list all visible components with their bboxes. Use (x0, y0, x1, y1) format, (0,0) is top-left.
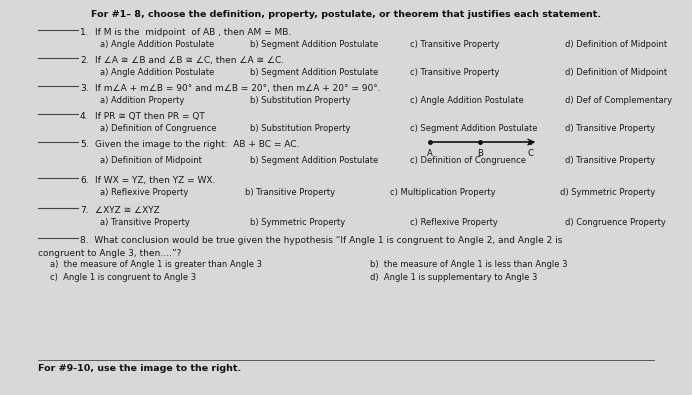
Text: d) Symmetric Property: d) Symmetric Property (560, 188, 655, 197)
Text: For #1– 8, choose the definition, property, postulate, or theorem that justifies: For #1– 8, choose the definition, proper… (91, 10, 601, 19)
Text: a) Definition of Midpoint: a) Definition of Midpoint (100, 156, 202, 165)
Text: c) Definition of Congruence: c) Definition of Congruence (410, 156, 526, 165)
Text: b) Transitive Property: b) Transitive Property (245, 188, 335, 197)
Text: 7.: 7. (80, 206, 89, 215)
Text: b)  the measure of Angle 1 is less than Angle 3: b) the measure of Angle 1 is less than A… (370, 260, 567, 269)
Text: c) Segment Addition Postulate: c) Segment Addition Postulate (410, 124, 538, 133)
Text: c) Transitive Property: c) Transitive Property (410, 40, 500, 49)
Text: ∠XYZ ≅ ∠XYZ: ∠XYZ ≅ ∠XYZ (95, 206, 160, 215)
Text: a) Addition Property: a) Addition Property (100, 96, 184, 105)
Text: If WX = YZ, then YZ = WX.: If WX = YZ, then YZ = WX. (95, 176, 215, 185)
Text: If m∠A + m∠B = 90° and m∠B = 20°, then m∠A + 20° = 90°.: If m∠A + m∠B = 90° and m∠B = 20°, then m… (95, 84, 381, 93)
Text: d) Transitive Property: d) Transitive Property (565, 156, 655, 165)
Text: c) Angle Addition Postulate: c) Angle Addition Postulate (410, 96, 524, 105)
Text: b) Segment Addition Postulate: b) Segment Addition Postulate (250, 40, 379, 49)
Text: a)  the measure of Angle 1 is greater than Angle 3: a) the measure of Angle 1 is greater tha… (50, 260, 262, 269)
Text: a) Reflexive Property: a) Reflexive Property (100, 188, 188, 197)
Text: d)  Angle 1 is supplementary to Angle 3: d) Angle 1 is supplementary to Angle 3 (370, 273, 538, 282)
Text: d) Transitive Property: d) Transitive Property (565, 124, 655, 133)
Text: 1.: 1. (80, 28, 89, 37)
Text: 2.: 2. (80, 56, 89, 65)
Text: 6.: 6. (80, 176, 89, 185)
Text: a) Transitive Property: a) Transitive Property (100, 218, 190, 227)
Text: b) Substitution Property: b) Substitution Property (250, 96, 351, 105)
Text: d) Definition of Midpoint: d) Definition of Midpoint (565, 68, 667, 77)
Text: d) Definition of Midpoint: d) Definition of Midpoint (565, 40, 667, 49)
Text: For #9-10, use the image to the right.: For #9-10, use the image to the right. (38, 364, 242, 373)
Text: C: C (527, 149, 533, 158)
Text: b) Symmetric Property: b) Symmetric Property (250, 218, 345, 227)
Text: a) Angle Addition Postulate: a) Angle Addition Postulate (100, 40, 215, 49)
Text: c) Transitive Property: c) Transitive Property (410, 68, 500, 77)
Text: c)  Angle 1 is congruent to Angle 3: c) Angle 1 is congruent to Angle 3 (50, 273, 196, 282)
Text: If M is the  midpoint  of AB , then AM = MB.: If M is the midpoint of AB , then AM = M… (95, 28, 291, 37)
Text: 8.  What conclusion would be true given the hypothesis “If Angle 1 is congruent : 8. What conclusion would be true given t… (80, 236, 563, 245)
Text: 5.: 5. (80, 140, 89, 149)
Text: b) Segment Addition Postulate: b) Segment Addition Postulate (250, 68, 379, 77)
Text: a) Definition of Congruence: a) Definition of Congruence (100, 124, 217, 133)
Text: b) Segment Addition Postulate: b) Segment Addition Postulate (250, 156, 379, 165)
Text: c) Reflexive Property: c) Reflexive Property (410, 218, 498, 227)
Text: d) Def of Complementary: d) Def of Complementary (565, 96, 672, 105)
Text: A: A (427, 149, 433, 158)
Text: B: B (477, 149, 483, 158)
Text: If ∠A ≅ ∠B and ∠B ≅ ∠C, then ∠A ≅ ∠C.: If ∠A ≅ ∠B and ∠B ≅ ∠C, then ∠A ≅ ∠C. (95, 56, 284, 65)
Text: 4.: 4. (80, 112, 89, 121)
Text: congruent to Angle 3, then….”?: congruent to Angle 3, then….”? (38, 249, 181, 258)
Text: d) Congruence Property: d) Congruence Property (565, 218, 666, 227)
Text: If PR ≅ QT then PR = QT: If PR ≅ QT then PR = QT (95, 112, 205, 121)
Text: c) Multiplication Property: c) Multiplication Property (390, 188, 495, 197)
Text: Given the image to the right:  AB + BC = AC.: Given the image to the right: AB + BC = … (95, 140, 300, 149)
Text: a) Angle Addition Postulate: a) Angle Addition Postulate (100, 68, 215, 77)
Text: b) Substitution Property: b) Substitution Property (250, 124, 351, 133)
Text: 3.: 3. (80, 84, 89, 93)
